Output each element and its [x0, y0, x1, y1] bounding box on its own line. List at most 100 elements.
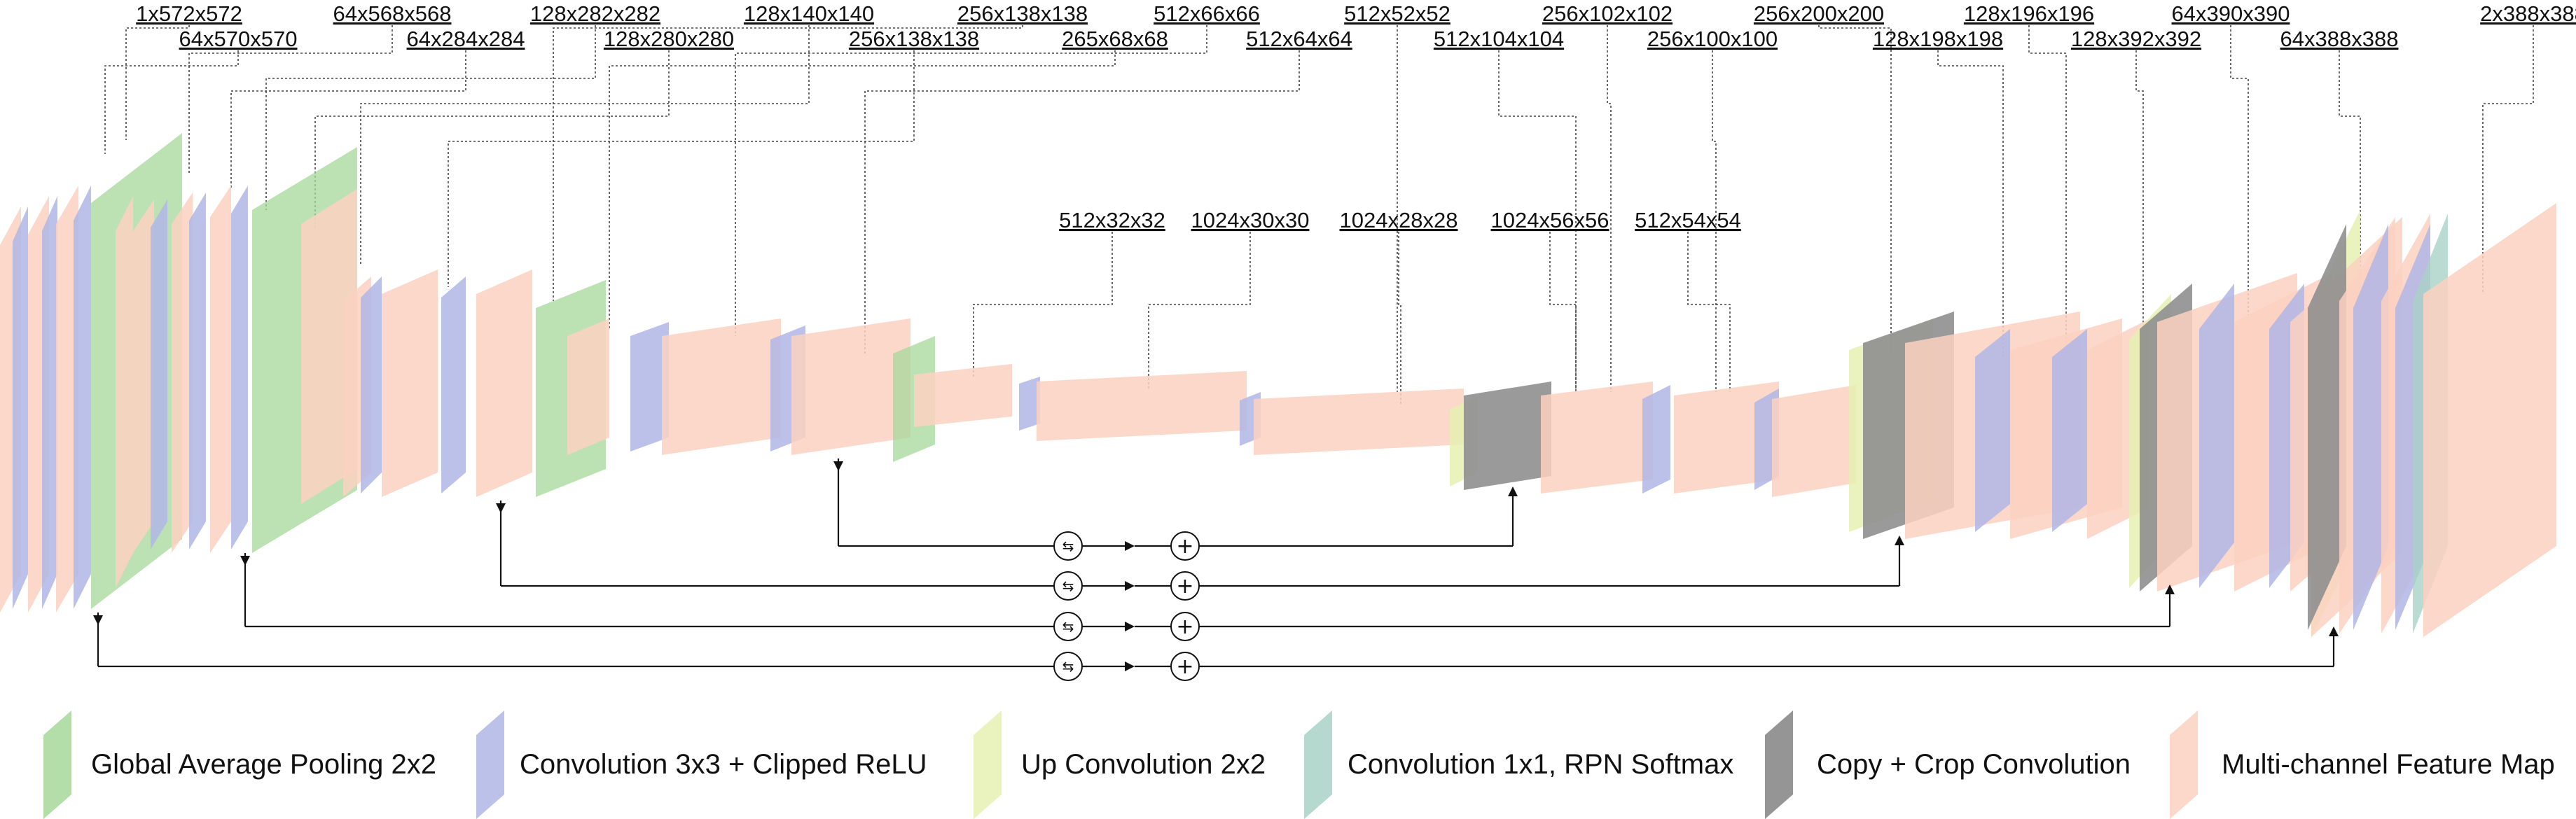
top-dimension-label: 265x68x68: [1062, 27, 1168, 51]
skip-connections: ⇆ +⇆ +⇆ +⇆ +: [93, 458, 2339, 681]
crop-symbol-glyph: ⇆: [1062, 618, 1074, 635]
top-dimension-label: 64x388x388: [2280, 27, 2399, 51]
arrow-head: [496, 503, 506, 513]
crop-symbol-glyph: ⇆: [1062, 658, 1074, 675]
label-leader: [1818, 25, 1892, 350]
bottleneck-dimension-label: 1024x56x56: [1491, 208, 1609, 232]
top-dimension-label: 256x138x138: [849, 27, 979, 51]
label-leader: [2230, 25, 2249, 315]
skip-connection: ⇆ +: [833, 458, 1518, 561]
feature-map-slab: [791, 318, 910, 455]
arrow-head: [240, 556, 250, 566]
bottleneck-dimension-label: 512x32x32: [1059, 208, 1165, 232]
label-leader: [973, 232, 1113, 378]
feature-map-slab: [172, 192, 193, 553]
conv-slab: [1642, 385, 1670, 493]
legend: Global Average Pooling 2x2 Convolution 3x…: [43, 710, 2555, 819]
top-dimension-label: 128x282x282: [530, 1, 660, 26]
label-leader: [125, 25, 190, 140]
conv-swatch: [476, 710, 504, 819]
feature-map-slab: [210, 186, 231, 553]
conv-slab: [1975, 329, 2010, 532]
skip-connection: ⇆ +: [240, 553, 2175, 641]
feature-map-slab: [1037, 371, 1247, 441]
label-leader: [1687, 232, 1731, 392]
top-dimension-label: 1x572x572: [136, 1, 242, 26]
conv-slab: [1019, 377, 1040, 430]
feature-map-slab: [133, 200, 154, 553]
feature-map-slab: [382, 270, 438, 497]
top-dimension-label: 128x196x196: [1964, 1, 2094, 26]
legend-item: Global Average Pooling 2x2: [43, 710, 436, 819]
label-leader: [735, 25, 1207, 336]
label-leader: [553, 25, 1023, 301]
label-leader-lines: [104, 25, 2534, 406]
label-leader: [1937, 50, 2004, 357]
dimension-labels: 1x572x57264x570x57064x568x56864x284x2841…: [136, 1, 2576, 232]
conv-slab: [189, 192, 206, 550]
legend-item: Copy + Crop Convolution: [1765, 710, 2131, 819]
label-leader: [2135, 50, 2144, 329]
top-dimension-label: 64x570x570: [179, 27, 298, 51]
label-leader: [265, 25, 596, 210]
feature-swatch: [2170, 710, 2198, 819]
top-dimension-label: 128x140x140: [744, 1, 874, 26]
conv-slab: [42, 196, 57, 609]
label-leader: [188, 25, 393, 175]
conv-slab: [630, 322, 669, 451]
conv1x1-swatch: [1304, 710, 1332, 819]
label-leader: [2482, 25, 2534, 294]
arrow-head: [1125, 581, 1135, 591]
label-leader: [1549, 232, 1577, 388]
top-dimension-label: 64x568x568: [333, 1, 452, 26]
label-leader: [1148, 232, 1251, 388]
label-leader: [864, 50, 1300, 354]
upconv-swatch: [974, 710, 1002, 819]
feature-map-slab: [2423, 203, 2556, 637]
arrow-head: [1125, 541, 1135, 551]
feature-map-slab: [116, 196, 133, 588]
feature-map-slab: [1772, 385, 1856, 497]
copycrop-slab: [2308, 224, 2346, 630]
skip-connection: ⇆ +: [496, 500, 1904, 601]
top-dimension-label: 256x102x102: [1542, 1, 1673, 26]
crop-symbol-glyph: ⇆: [1062, 578, 1074, 594]
arrow-head: [2165, 584, 2175, 594]
copycrop-slab: [1464, 382, 1551, 490]
legend-label: Convolution 3x3 + Clipped ReLU: [520, 749, 927, 780]
legend-item: Convolution 1x1, RPN Softmax: [1304, 710, 1733, 819]
label-leader: [1712, 50, 1717, 392]
feature-map-slab: [1541, 382, 1653, 493]
conv-slab: [441, 276, 466, 493]
crop-symbol-glyph: ⇆: [1062, 538, 1074, 554]
label-leader: [609, 50, 1116, 329]
top-dimension-label: 512x104x104: [1434, 27, 1564, 51]
arrow-head: [2329, 626, 2339, 636]
legend-item: Convolution 3x3 + Clipped ReLU: [476, 710, 927, 819]
conv-slab: [2052, 329, 2087, 532]
arrow-head: [1125, 662, 1135, 671]
copycrop-swatch: [1765, 710, 1793, 819]
pool-swatch: [43, 710, 71, 819]
top-dimension-label: 512x66x66: [1154, 1, 1260, 26]
conv-slab: [2199, 284, 2234, 588]
label-leader: [2028, 25, 2067, 350]
legend-label: Global Average Pooling 2x2: [91, 749, 436, 780]
feature-map-slab: [567, 318, 609, 455]
conv-slab: [13, 206, 28, 609]
legend-label: Multi-channel Feature Map: [2222, 749, 2555, 780]
conv-slab: [231, 186, 248, 550]
add-symbol-glyph: +: [1176, 534, 1193, 559]
label-leader: [104, 50, 239, 154]
bottleneck-dimension-label: 1024x28x28: [1340, 208, 1458, 232]
legend-label: Copy + Crop Convolution: [1817, 749, 2131, 780]
top-dimension-label: 512x64x64: [1246, 27, 1352, 51]
legend-item: Multi-channel Feature Map: [2170, 710, 2555, 819]
add-symbol-glyph: +: [1176, 654, 1193, 679]
top-dimension-label: 256x138x138: [957, 1, 1088, 26]
top-dimension-label: 2x388x388: [2480, 1, 2576, 26]
top-dimension-label: 256x100x100: [1647, 27, 1778, 51]
arrow-head: [93, 615, 103, 625]
label-leader: [448, 50, 915, 287]
feature-map-slab: [1254, 388, 1464, 455]
